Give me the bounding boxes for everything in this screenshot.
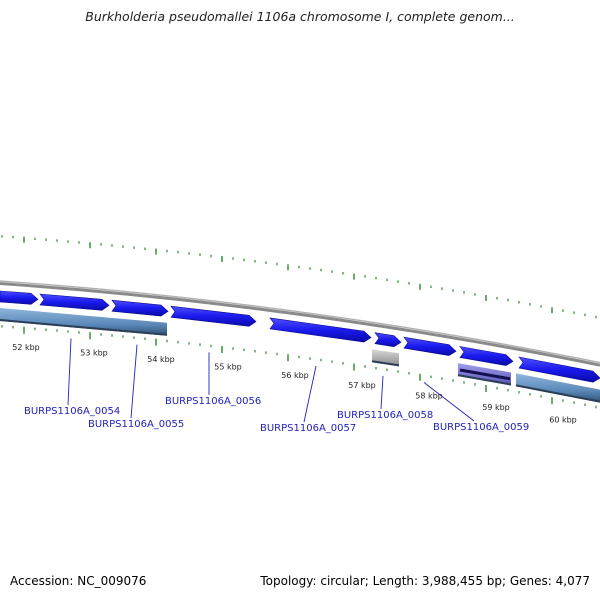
gene-label[interactable]: BURPS1106A_0057 — [260, 423, 356, 434]
gene-arrow[interactable] — [0, 290, 39, 305]
feature-band[interactable] — [0, 308, 167, 336]
gene-arrow[interactable] — [403, 336, 457, 356]
scale-label: 53 kbp — [80, 349, 108, 358]
callout-line — [380, 375, 384, 410]
genome-summary-text: Topology: circular; Length: 3,988,455 bp… — [260, 574, 590, 588]
feature-band-stripe — [459, 368, 511, 381]
feature-band-edge — [0, 319, 168, 336]
accession-text: Accession: NC_009076 — [10, 574, 147, 588]
gene-callouts: BURPS1106A_0054 BURPS1106A_0055 BURPS1106A… — [24, 338, 529, 434]
gene-arrow[interactable] — [170, 305, 257, 327]
scale-label: 58 kbp — [415, 391, 443, 400]
scale-label: 52 kbp — [12, 343, 40, 352]
gene-arrow[interactable] — [269, 317, 372, 343]
gene-arrow[interactable] — [374, 332, 402, 348]
feature-band-edge — [371, 360, 400, 367]
backbone-line — [0, 280, 600, 364]
gene-label[interactable]: BURPS1106A_0058 — [337, 410, 433, 421]
gene-arrow[interactable] — [459, 346, 514, 366]
feature-band-track — [0, 308, 600, 403]
gene-label[interactable]: BURPS1106A_0059 — [433, 422, 529, 433]
gene-arrow[interactable] — [39, 293, 110, 311]
scale-label: 54 kbp — [147, 355, 175, 364]
gene-label[interactable]: BURPS1106A_0056 — [165, 396, 261, 407]
feature-band[interactable] — [516, 373, 600, 403]
callout-line — [67, 338, 72, 406]
outer-tick-marks — [1, 235, 597, 319]
feature-band-edge — [457, 374, 512, 386]
gene-label[interactable]: BURPS1106A_0055 — [88, 419, 184, 430]
gene-label[interactable]: BURPS1106A_0054 — [24, 406, 120, 417]
callout-line — [303, 366, 317, 423]
backbone-line — [0, 282, 600, 367]
gene-arrow[interactable] — [518, 356, 600, 383]
map-title: Burkholderia pseudomallei 1106a chromoso… — [85, 9, 515, 24]
feature-band-edge — [515, 384, 600, 403]
scale-label: 59 kbp — [482, 403, 510, 412]
scale-labels: 52 kbp 53 kbp 54 kbp 55 kbp 56 kbp 57 kbp 58 k… — [12, 343, 577, 424]
scale-label: 56 kbp — [281, 371, 309, 380]
gene-track — [0, 290, 600, 383]
scale-tick-marks — [1, 325, 597, 409]
scale-label: 60 kbp — [549, 415, 577, 424]
genome-backbone — [0, 280, 600, 367]
gene-arrow[interactable] — [111, 299, 169, 317]
scale-label: 57 kbp — [348, 381, 376, 390]
callout-line — [423, 382, 475, 422]
scale-label: 55 kbp — [214, 363, 242, 372]
callout-line — [130, 344, 138, 419]
